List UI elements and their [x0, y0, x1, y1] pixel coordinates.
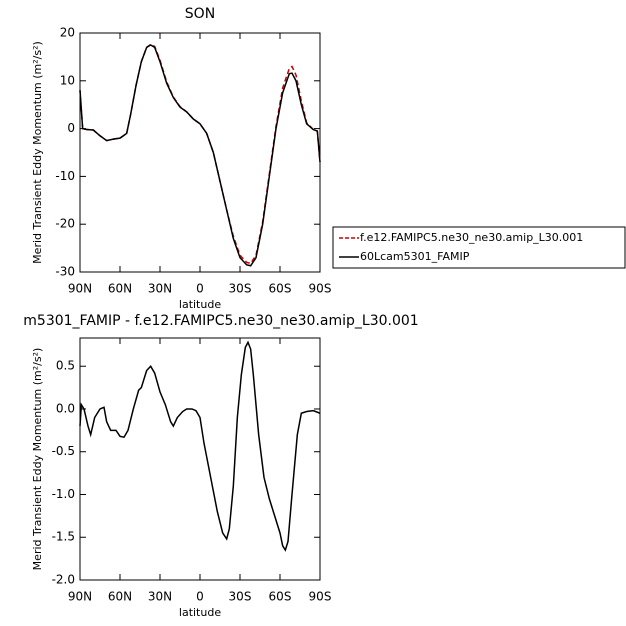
x-tick-label: 30N	[148, 282, 172, 296]
x-axis-label: latitude	[179, 606, 221, 619]
plot-frame	[79, 337, 321, 581]
data-line	[79, 340, 321, 552]
x-tick-label: 60S	[269, 590, 292, 604]
y-tick-label: -1.0	[52, 487, 75, 501]
data-line	[79, 43, 321, 265]
legend-label: f.e12.FAMIPC5.ne30_ne30.amip_L30.001	[360, 231, 583, 244]
y-tick-label: 0.0	[56, 401, 75, 415]
x-tick-label: 90N	[68, 282, 92, 296]
y-tick-label: 20	[60, 26, 75, 40]
y-tick-label: -2.0	[52, 573, 75, 587]
x-tick-label: 90S	[309, 590, 332, 604]
y-tick-label: -10	[55, 169, 75, 183]
x-tick-label: 0	[196, 282, 204, 296]
y-tick-label: -20	[55, 217, 75, 231]
data-line	[79, 44, 321, 267]
x-tick-label: 30N	[148, 590, 172, 604]
y-tick-label: 10	[60, 73, 75, 87]
legend-label: 60Lcam5301_FAMIP	[360, 250, 470, 263]
y-tick-label: 0	[67, 121, 75, 135]
x-tick-label: 90N	[68, 590, 92, 604]
plot-frame	[79, 32, 321, 273]
y-axis-label: Merid Transient Eddy Momentum (m²/s²)	[31, 41, 44, 264]
chart-title: m5301_FAMIP - f.e12.FAMIPC5.ne30_ne30.am…	[23, 313, 418, 329]
x-tick-label: 0	[196, 590, 204, 604]
legend-box	[332, 226, 626, 269]
y-tick-label: -0.5	[52, 444, 75, 458]
x-tick-label: 30S	[229, 590, 252, 604]
x-tick-label: 60N	[108, 590, 132, 604]
x-tick-label: 30S	[229, 282, 252, 296]
y-tick-label: -30	[55, 265, 75, 279]
x-tick-label: 90S	[309, 282, 332, 296]
chart-title: SON	[185, 6, 215, 22]
x-tick-label: 60S	[269, 282, 292, 296]
y-axis-label: Merid Transient Eddy Momentum (m²/s²)	[31, 348, 44, 571]
y-tick-label: 0.5	[56, 359, 75, 373]
y-tick-label: -1.5	[52, 530, 75, 544]
x-axis-label: latitude	[179, 298, 221, 311]
x-tick-label: 60N	[108, 282, 132, 296]
